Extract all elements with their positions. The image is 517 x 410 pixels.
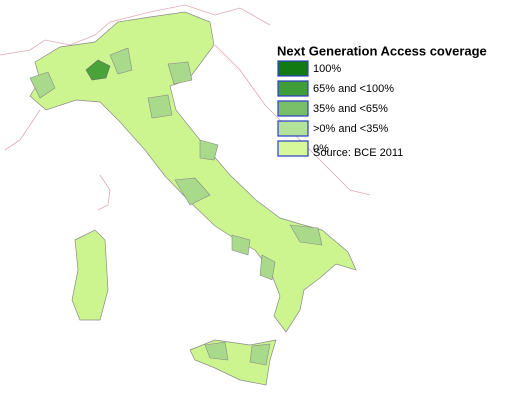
legend-swatch <box>277 100 309 117</box>
region <box>199 139 219 161</box>
region <box>167 61 193 85</box>
legend-label: 65% and <100% <box>313 83 394 95</box>
legend-title: Next Generation Access coverage <box>277 43 487 58</box>
region <box>109 47 133 75</box>
region <box>174 177 211 206</box>
legend-label: 35% and <65% <box>313 103 388 115</box>
source: Source: BCE 2011 <box>313 147 403 159</box>
neighbour-borders <box>0 4 371 211</box>
legend-swatch <box>277 60 309 77</box>
legend-swatch <box>277 120 309 137</box>
region <box>204 341 229 361</box>
legend-label: >0% and <35% <box>313 123 388 135</box>
mainland <box>29 11 357 333</box>
region <box>147 94 173 119</box>
region <box>259 254 276 281</box>
region <box>249 343 271 366</box>
legend-swatch <box>277 80 309 97</box>
legend-label: 0% <box>313 143 329 155</box>
region <box>85 59 111 81</box>
legend-label: 100% <box>313 63 341 75</box>
legend: Next Generation Access coverage 100% 65% … <box>277 43 487 158</box>
region <box>289 224 323 246</box>
region <box>29 71 56 99</box>
region <box>231 234 251 256</box>
sardinia <box>71 229 109 321</box>
legend-swatch <box>277 140 309 157</box>
